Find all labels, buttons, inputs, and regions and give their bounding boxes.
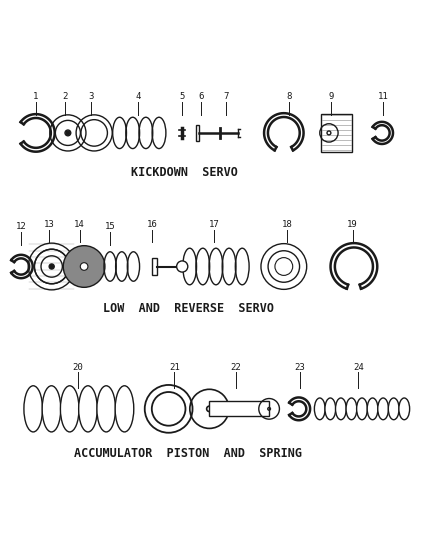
Circle shape — [66, 131, 70, 135]
Text: 22: 22 — [230, 362, 241, 372]
Bar — [321, 114, 352, 152]
Ellipse shape — [357, 398, 367, 419]
Text: 9: 9 — [328, 92, 333, 101]
Text: 11: 11 — [378, 92, 389, 101]
Text: 3: 3 — [88, 92, 94, 101]
Text: 4: 4 — [135, 92, 141, 101]
Text: 6: 6 — [198, 92, 203, 101]
Text: 14: 14 — [74, 220, 85, 229]
Ellipse shape — [389, 398, 399, 419]
Text: LOW  AND  REVERSE  SERVO: LOW AND REVERSE SERVO — [103, 302, 274, 314]
Ellipse shape — [325, 398, 336, 419]
Text: 23: 23 — [295, 362, 305, 372]
Text: KICKDOWN  SERVO: KICKDOWN SERVO — [131, 166, 237, 179]
Text: 5: 5 — [179, 92, 184, 101]
Circle shape — [80, 263, 88, 270]
Text: 12: 12 — [16, 222, 26, 231]
Text: 17: 17 — [208, 220, 219, 229]
Text: 16: 16 — [147, 220, 158, 229]
Ellipse shape — [24, 386, 42, 432]
Bar — [209, 401, 269, 416]
Ellipse shape — [378, 398, 389, 419]
Text: 19: 19 — [347, 220, 358, 229]
Ellipse shape — [115, 386, 134, 432]
Circle shape — [49, 264, 54, 269]
Circle shape — [63, 246, 105, 287]
Ellipse shape — [367, 398, 378, 419]
Text: 15: 15 — [105, 222, 116, 231]
Ellipse shape — [97, 386, 116, 432]
Text: 2: 2 — [62, 92, 67, 101]
Text: 8: 8 — [286, 92, 292, 101]
Text: 7: 7 — [223, 92, 228, 101]
Text: 18: 18 — [282, 220, 292, 229]
Ellipse shape — [399, 398, 410, 419]
Text: ACCUMULATOR  PISTON  AND  SPRING: ACCUMULATOR PISTON AND SPRING — [74, 448, 302, 461]
Bar — [152, 257, 157, 276]
Text: 20: 20 — [73, 362, 83, 372]
Text: 21: 21 — [169, 362, 180, 372]
Ellipse shape — [346, 398, 357, 419]
Text: 13: 13 — [44, 220, 54, 229]
Ellipse shape — [314, 398, 325, 419]
Ellipse shape — [336, 398, 346, 419]
Ellipse shape — [60, 386, 79, 432]
Text: 24: 24 — [353, 362, 364, 372]
Bar — [196, 125, 199, 141]
Ellipse shape — [42, 386, 61, 432]
Circle shape — [177, 261, 188, 272]
Text: 1: 1 — [33, 92, 39, 101]
Ellipse shape — [79, 386, 97, 432]
